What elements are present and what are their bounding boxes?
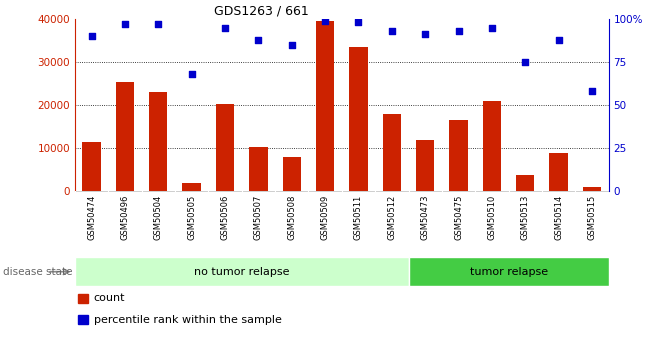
Bar xyxy=(182,183,201,191)
Text: count: count xyxy=(94,294,125,304)
Bar xyxy=(316,21,334,191)
Point xyxy=(353,20,364,25)
Text: GSM50512: GSM50512 xyxy=(387,195,396,240)
Text: GSM50474: GSM50474 xyxy=(87,195,96,240)
Title: GDS1263 / 661: GDS1263 / 661 xyxy=(214,5,309,18)
Point xyxy=(387,28,397,34)
Point xyxy=(520,59,531,65)
Text: tumor relapse: tumor relapse xyxy=(469,267,547,277)
Text: GSM50507: GSM50507 xyxy=(254,195,263,240)
Text: GSM50509: GSM50509 xyxy=(320,195,329,240)
Bar xyxy=(416,140,434,191)
Text: GSM50510: GSM50510 xyxy=(488,195,497,240)
Bar xyxy=(216,104,234,191)
Bar xyxy=(116,81,134,191)
Point xyxy=(153,21,163,27)
Bar xyxy=(409,257,609,286)
Text: GSM50473: GSM50473 xyxy=(421,195,430,240)
Point xyxy=(453,28,464,34)
Bar xyxy=(77,315,89,324)
Point xyxy=(420,32,430,37)
Bar xyxy=(249,147,268,191)
Bar xyxy=(516,175,534,191)
Text: percentile rank within the sample: percentile rank within the sample xyxy=(94,315,281,325)
Point xyxy=(320,18,330,23)
Text: disease state: disease state xyxy=(3,267,73,277)
Text: GSM50504: GSM50504 xyxy=(154,195,163,240)
Text: GSM50508: GSM50508 xyxy=(287,195,296,240)
Point xyxy=(553,37,564,42)
Point xyxy=(120,21,130,27)
Bar xyxy=(83,142,101,191)
Point xyxy=(286,42,297,48)
Text: GSM50513: GSM50513 xyxy=(521,195,530,240)
Bar xyxy=(283,157,301,191)
Text: GSM50506: GSM50506 xyxy=(221,195,230,240)
Bar xyxy=(149,92,167,191)
Text: GSM50475: GSM50475 xyxy=(454,195,463,240)
Bar xyxy=(75,257,409,286)
Bar xyxy=(583,187,601,191)
Point xyxy=(186,71,197,77)
Point xyxy=(487,25,497,30)
Point xyxy=(87,33,97,39)
Text: no tumor relapse: no tumor relapse xyxy=(194,267,290,277)
Text: GSM50515: GSM50515 xyxy=(587,195,596,240)
Bar xyxy=(383,114,401,191)
Bar xyxy=(449,120,467,191)
Bar xyxy=(549,152,568,191)
Point xyxy=(220,25,230,30)
Text: GSM50514: GSM50514 xyxy=(554,195,563,240)
Bar xyxy=(350,47,368,191)
Point xyxy=(587,89,597,94)
Text: GSM50496: GSM50496 xyxy=(120,195,130,240)
Bar xyxy=(77,294,89,303)
Bar xyxy=(483,101,501,191)
Text: GSM50511: GSM50511 xyxy=(354,195,363,240)
Text: GSM50505: GSM50505 xyxy=(187,195,196,240)
Point xyxy=(253,37,264,42)
